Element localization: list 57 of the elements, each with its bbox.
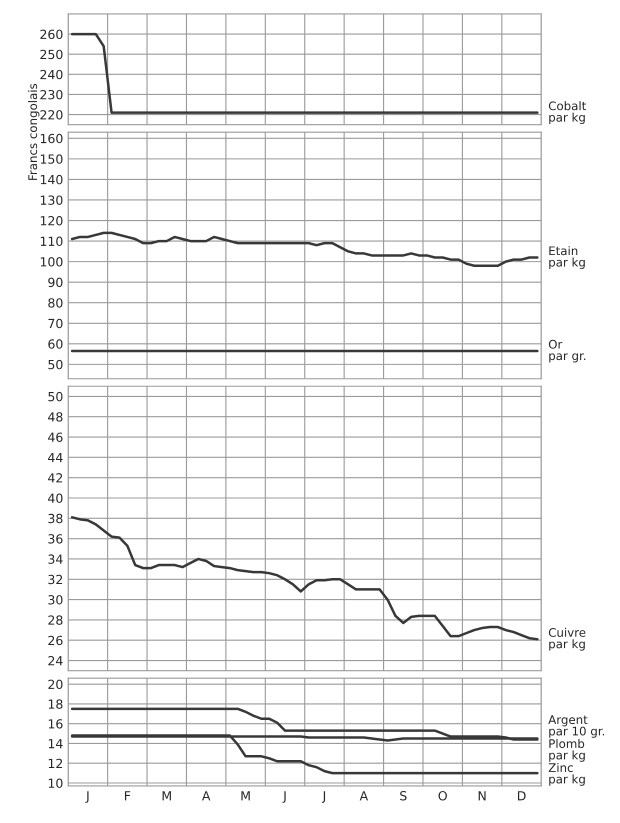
series-label: Or par gr. — [548, 340, 586, 362]
y-tick-label: 48 — [48, 412, 62, 422]
y-tick-label: 230 — [40, 90, 63, 100]
series-label: Argent par 10 gr. — [548, 715, 604, 738]
y-tick-label: 10 — [48, 778, 63, 788]
y-tick-label: 14 — [48, 739, 63, 748]
x-tick-label: F — [124, 791, 130, 800]
x-tick-label: A — [202, 791, 210, 800]
y-tick-label: 140 — [40, 174, 63, 184]
y-tick-label: 40 — [48, 493, 63, 503]
y-tick-label: 32 — [48, 574, 62, 584]
y-tick-label: 36 — [48, 534, 63, 544]
y-tick-label: 30 — [48, 595, 63, 605]
x-tick-label: D — [518, 791, 526, 800]
y-tick-label: 160 — [40, 134, 63, 144]
series-label: Plomb par kg — [549, 738, 585, 762]
y-tick-label: 26 — [48, 636, 63, 646]
y-axis-title: Francs congolais — [28, 84, 40, 180]
y-tick-label: 250 — [40, 50, 63, 60]
series-label: Zinc par kg — [548, 762, 585, 786]
x-tick-label: M — [162, 791, 171, 800]
y-tick-label: 44 — [48, 453, 63, 462]
y-tick-label: 100 — [40, 257, 63, 267]
y-tick-label: 18 — [48, 699, 62, 709]
y-tick-label: 120 — [40, 216, 63, 226]
x-tick-label: J — [85, 791, 89, 803]
series-label: Cobalt par kg — [548, 101, 586, 124]
y-tick-label: 38 — [48, 514, 62, 524]
x-tick-label: J — [322, 791, 326, 803]
y-tick-label: 70 — [48, 318, 63, 328]
x-tick-label: O — [438, 791, 447, 800]
x-tick-label: A — [360, 791, 368, 800]
y-tick-label: 16 — [48, 719, 63, 729]
y-tick-label: 12 — [48, 758, 62, 768]
y-tick-label: 24 — [48, 656, 63, 666]
y-tick-label: 220 — [40, 110, 63, 120]
y-tick-label: 42 — [48, 473, 62, 482]
x-tick-label: J — [282, 791, 286, 803]
x-tick-label: S — [400, 791, 407, 800]
y-tick-label: 240 — [40, 70, 63, 80]
series-label: Cuivre par kg — [548, 628, 586, 651]
y-tick-label: 50 — [48, 392, 63, 402]
y-tick-label: 80 — [48, 298, 63, 308]
y-tick-label: 150 — [40, 154, 63, 164]
y-tick-label: 110 — [40, 236, 63, 246]
x-tick-label: M — [241, 791, 250, 800]
y-tick-label: 28 — [48, 615, 62, 625]
y-tick-label: 260 — [40, 30, 63, 40]
y-tick-label: 90 — [48, 278, 63, 288]
y-tick-label: 46 — [48, 432, 63, 442]
y-tick-label: 50 — [48, 360, 63, 370]
y-tick-label: 34 — [48, 554, 63, 564]
y-tick-label: 60 — [48, 339, 63, 349]
series-label: Etain par kg — [549, 246, 585, 269]
y-tick-label: 20 — [48, 680, 63, 690]
x-tick-label: N — [478, 791, 486, 800]
y-tick-label: 130 — [40, 195, 63, 205]
